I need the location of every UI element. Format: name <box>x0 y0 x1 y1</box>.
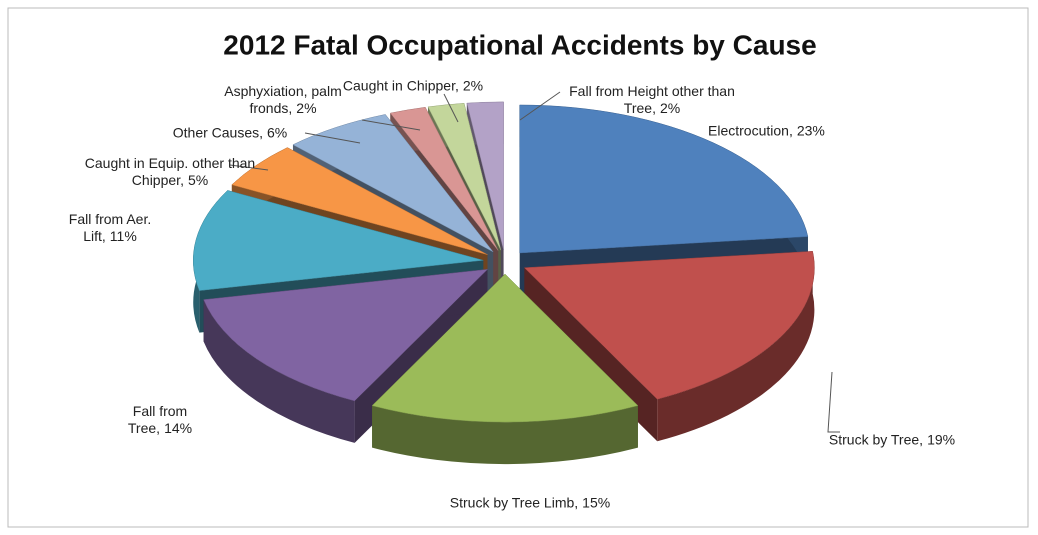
slice <box>231 147 488 255</box>
slice-wall <box>372 405 638 465</box>
leader-line <box>519 91 561 121</box>
data-label: Fall from Aer. Lift11% <box>45 211 175 245</box>
slice <box>371 273 639 423</box>
slice <box>203 269 489 402</box>
category-label: Electrocution <box>708 123 793 139</box>
category-label: Other Causes <box>173 125 263 141</box>
value-label: 23% <box>796 122 825 139</box>
slice <box>389 106 499 251</box>
leader-line <box>443 93 459 123</box>
leader-line <box>361 119 421 131</box>
slice <box>427 103 502 251</box>
slice <box>519 104 809 254</box>
leader-line <box>304 132 361 144</box>
value-label: 19% <box>927 431 956 448</box>
value-label: 5% <box>187 172 209 188</box>
value-label: 14% <box>164 420 193 436</box>
data-label: Asphyxiation, palm fronds2% <box>203 83 363 117</box>
data-label: Caught in Chipper2% <box>318 78 508 95</box>
slice <box>523 251 815 400</box>
value-label: 2% <box>462 77 484 94</box>
data-label: Electrocution23% <box>708 123 825 140</box>
data-label: Struck by Tree Limb15% <box>440 495 620 512</box>
slice <box>466 101 504 250</box>
slice <box>193 190 484 291</box>
data-label: Fall from Height other than Tree2% <box>552 83 752 117</box>
data-label: Caught in Equip. other than Chipper5% <box>75 155 265 189</box>
category-label: Struck by Tree <box>829 432 923 448</box>
data-label: Struck by Tree19% <box>822 432 962 449</box>
chart-title: 2012 Fatal Occupational Accidents by Cau… <box>223 29 816 60</box>
category-label: Struck by Tree Limb <box>450 495 578 511</box>
value-label: 11% <box>109 228 137 244</box>
leader-line <box>827 371 840 433</box>
slice-wall <box>203 299 355 443</box>
slice-wall <box>657 251 815 442</box>
category-label: Caught in Equip. other than Chipper <box>85 155 255 188</box>
value-label: 2% <box>296 100 317 116</box>
data-label: Other Causes6% <box>155 125 305 142</box>
data-label: Fall from Tree14% <box>100 403 220 437</box>
category-label: Fall from Height other than Tree <box>569 83 735 116</box>
value-label: 6% <box>267 124 288 141</box>
value-label: 2% <box>659 100 681 116</box>
value-label: 15% <box>582 494 611 511</box>
category-label: Caught in Chipper <box>343 78 459 94</box>
slice <box>292 114 494 253</box>
leader-line <box>229 164 269 171</box>
